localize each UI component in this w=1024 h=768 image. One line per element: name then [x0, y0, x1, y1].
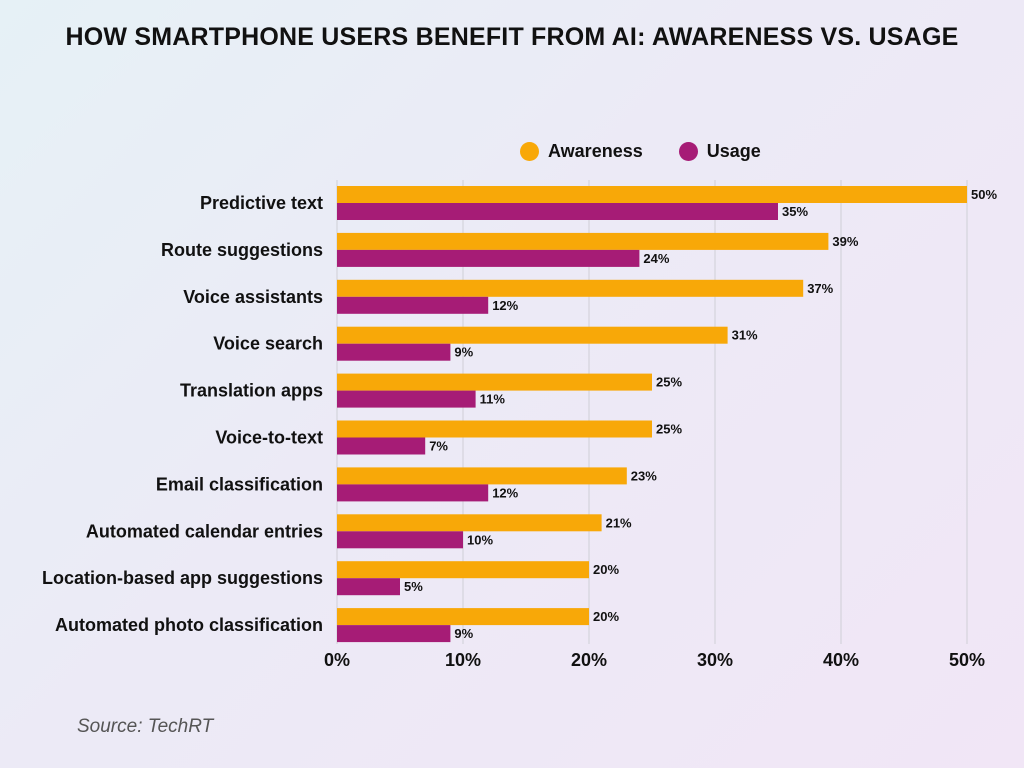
legend-label-usage: Usage	[706, 141, 761, 161]
legend: Awareness Usage	[520, 141, 797, 162]
value-label-awareness: 39%	[832, 234, 858, 249]
bar-awareness	[337, 279, 804, 297]
legend-swatch-awareness	[520, 142, 539, 161]
value-label-usage: 9%	[454, 345, 473, 360]
chart-title: HOW SMARTPHONE USERS BENEFIT FROM AI: AW…	[65, 23, 959, 51]
category-label: Route suggestions	[161, 240, 323, 260]
value-label-usage: 12%	[492, 298, 518, 313]
category-label: Predictive text	[200, 193, 323, 213]
category-label: Location-based app suggestions	[42, 568, 323, 588]
x-tick-label-20: 20%	[571, 650, 607, 670]
value-label-awareness: 20%	[593, 562, 619, 577]
bar-usage	[337, 390, 476, 408]
bar-awareness	[337, 514, 602, 532]
legend-item-usage: Usage	[678, 141, 761, 162]
bar-awareness	[337, 373, 652, 391]
bar-awareness	[337, 608, 589, 626]
value-label-awareness: 31%	[732, 328, 758, 343]
value-label-usage: 11%	[480, 392, 506, 407]
value-label-usage: 9%	[454, 626, 473, 641]
bar-usage	[337, 578, 400, 596]
value-label-usage: 7%	[429, 439, 448, 454]
bar-usage	[337, 203, 778, 220]
bar-awareness	[337, 420, 652, 438]
bar-awareness	[337, 326, 728, 344]
category-label: Voice assistants	[183, 287, 323, 307]
source-note: Source: TechRT	[77, 716, 214, 737]
value-label-usage: 24%	[643, 251, 669, 266]
bar-usage	[337, 343, 451, 361]
value-label-awareness: 25%	[656, 422, 682, 437]
category-label: Automated photo classification	[55, 615, 323, 635]
bar-usage	[337, 249, 640, 267]
bar-usage	[337, 484, 489, 502]
category-label: Voice search	[213, 334, 323, 354]
x-tick-label-10: 10%	[445, 650, 481, 670]
bar-usage	[337, 625, 451, 643]
bar-awareness	[337, 186, 967, 203]
value-label-awareness: 21%	[606, 515, 632, 530]
value-label-awareness: 37%	[807, 281, 833, 296]
x-tick-label-50: 50%	[949, 650, 985, 670]
bar-awareness	[337, 232, 829, 250]
bar-awareness	[337, 467, 627, 485]
category-label: Voice-to-text	[215, 428, 323, 448]
value-label-awareness: 50%	[971, 187, 997, 202]
value-label-awareness: 20%	[593, 609, 619, 624]
legend-swatch-usage	[678, 142, 698, 161]
x-tick-label-30: 30%	[697, 650, 733, 670]
legend-label-awareness: Awareness	[548, 141, 643, 161]
x-tick-label-0: 0%	[324, 650, 350, 670]
value-label-usage: 5%	[404, 579, 423, 594]
category-label: Email classification	[156, 474, 323, 494]
value-label-usage: 10%	[467, 532, 493, 547]
value-label-awareness: 23%	[631, 468, 657, 483]
x-tick-label-40: 40%	[823, 650, 859, 670]
bar-usage	[337, 296, 489, 314]
category-label: Translation apps	[180, 381, 323, 401]
category-label: Automated calendar entries	[86, 521, 323, 541]
legend-item-awareness: Awareness	[520, 141, 643, 162]
value-label-awareness: 25%	[656, 375, 682, 390]
value-label-usage: 12%	[492, 485, 518, 500]
bar-awareness	[337, 561, 589, 579]
bar-usage	[337, 437, 426, 455]
value-label-usage: 35%	[782, 204, 808, 219]
bar-usage	[337, 531, 463, 549]
